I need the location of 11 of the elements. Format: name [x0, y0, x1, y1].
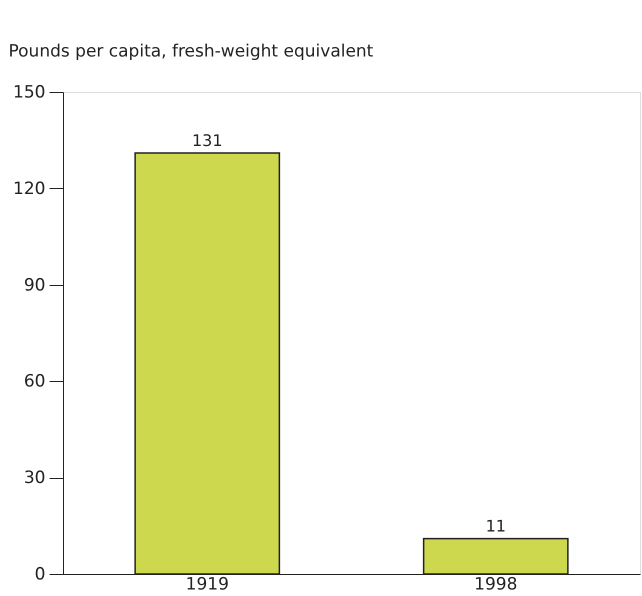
y-tick-label: 90 — [24, 275, 46, 296]
y-tick-label: 150 — [13, 82, 46, 102]
data-label: 11 — [486, 516, 506, 536]
x-tick-label: 1998 — [474, 574, 518, 594]
y-axis-title: Pounds per capita, fresh-weight equivalent — [8, 42, 374, 62]
data-label: 131 — [192, 131, 223, 150]
y-tick-label: 0 — [34, 564, 46, 584]
y-tick-label: 120 — [13, 178, 46, 199]
x-tick-label: 1919 — [186, 574, 229, 594]
y-tick-label: 30 — [24, 468, 46, 488]
y-tick-label: 60 — [24, 372, 46, 392]
